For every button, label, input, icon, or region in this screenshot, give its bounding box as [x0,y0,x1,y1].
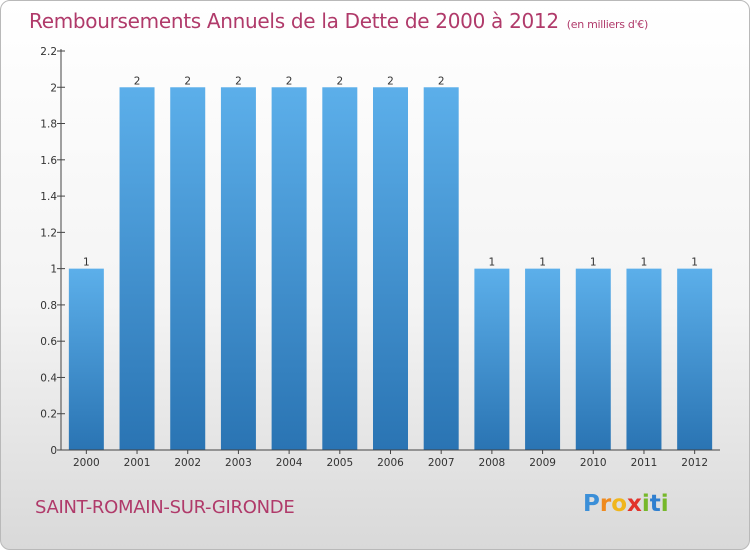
chart-title: Remboursements Annuels de la Dette de 20… [29,9,648,33]
y-tick-label-0.4: 0.4 [40,372,57,384]
bars-group: 1 2 2 2 2 2 2 2 1 1 1 1 1 [68,75,713,450]
proxiti-logo: Proxiti [583,491,669,517]
y-tick-label-1.4: 1.4 [40,191,57,203]
x-tick-label-2011: 2011 [631,457,658,469]
y-tick-label-1.6: 1.6 [40,155,57,167]
bar-2012 [677,268,713,450]
y-tick-label-1.2: 1.2 [40,227,57,239]
y-tick-label-0.6: 0.6 [40,336,57,348]
bar-2008 [474,268,510,450]
data-label-2000: 1 [83,257,90,269]
axes-group: 2000 2001 2002 2003 2004 2005 2006 2007 2008 2009… [40,46,720,469]
bar-2006 [373,87,408,450]
data-label-2003: 2 [235,75,242,87]
x-tick-label-2012: 2012 [681,457,708,469]
x-tick-label-2003: 2003 [225,457,252,469]
data-label-2002: 2 [184,75,191,87]
x-tick-label-2008: 2008 [479,457,506,469]
x-tick-label-2004: 2004 [276,457,303,469]
chart-unit: (en milliers d'€) [566,18,648,31]
bar-2011 [626,268,662,450]
commune-name: SAINT-ROMAIN-SUR-GIRONDE [35,497,295,518]
bar-2000 [68,268,104,450]
y-tick-label-1.8: 1.8 [40,119,57,131]
bar-2007 [423,87,459,450]
x-tick-label-2007: 2007 [428,457,455,469]
bar-2001 [119,87,155,450]
x-tick-label-2005: 2005 [326,457,353,469]
data-label-2001: 2 [134,75,141,87]
bar-2009 [525,268,561,450]
bar-2005 [322,87,358,450]
data-label-2010: 1 [590,257,597,269]
y-tick-label-1: 1 [50,264,57,276]
y-tick-label-2: 2 [50,82,57,94]
bar-2002 [170,87,206,450]
chart-title-text: Remboursements Annuels de la Dette de 20… [29,9,559,33]
bar-2003 [220,87,256,450]
y-tick-label-0.2: 0.2 [40,409,57,421]
data-label-2005: 2 [336,75,343,87]
y-tick-label-0: 0 [50,445,57,457]
data-label-2007: 2 [438,75,445,87]
data-label-2011: 1 [641,257,648,269]
x-tick-label-2002: 2002 [174,457,201,469]
bar-2004 [271,87,307,450]
data-label-2004: 2 [286,75,293,87]
bar-2010 [575,268,611,450]
data-label-2008: 1 [489,257,496,269]
x-tick-label-2010: 2010 [580,457,607,469]
y-tick-label-2.2: 2.2 [40,46,57,58]
x-tick-label-2001: 2001 [124,457,151,469]
x-tick-label-2000: 2000 [73,457,100,469]
x-tick-label-2009: 2009 [529,457,556,469]
y-tick-label-0.8: 0.8 [40,300,57,312]
x-tick-label-2006: 2006 [377,457,404,469]
data-label-2006: 2 [387,75,394,87]
data-label-2012: 1 [691,257,698,269]
data-label-2009: 1 [539,257,546,269]
